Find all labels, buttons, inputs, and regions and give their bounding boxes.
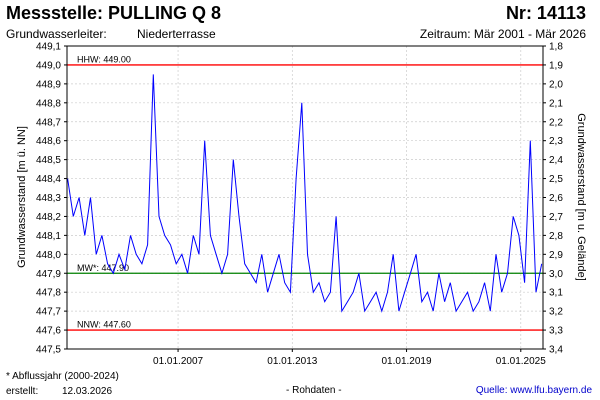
reference-label-nnw: NNW: 447.60	[77, 320, 131, 330]
y2-tick-label: 3,4	[549, 345, 563, 356]
reference-lines: HHW: 449.00 MW*: 447.90 NNW: 447.60	[67, 54, 543, 331]
footnote: * Abflussjahr (2000-2024)	[6, 371, 119, 382]
reference-label-hhw: HHW: 449.00	[77, 54, 131, 64]
page-title: Messstelle: PULLING Q 8	[6, 3, 222, 23]
y-axis-label: Grundwasserstand [m ü. NN]	[16, 126, 28, 268]
x-tick-label: 01.01.2013	[267, 356, 317, 367]
created-date: 12.03.2026	[62, 386, 113, 397]
created-label: erstellt:	[6, 386, 39, 397]
y2-tick-label: 2,2	[549, 117, 563, 128]
y2-tick-label: 2,4	[549, 155, 563, 166]
y-tick-label: 449,0	[36, 60, 61, 71]
x-tick-label: 01.01.2019	[382, 356, 432, 367]
y2-tick-label: 3,0	[549, 269, 563, 280]
y2-tick-label: 3,1	[549, 288, 563, 299]
y-tick-label: 447,5	[36, 345, 61, 356]
y-tick-label: 448,3	[36, 193, 61, 204]
y-tick-label: 449,1	[36, 42, 61, 53]
y-tick-label: 448,7	[36, 117, 61, 128]
y-tick-label: 447,7	[36, 307, 61, 318]
y-tick-label: 447,9	[36, 269, 61, 280]
y-tick-label: 448,5	[36, 155, 61, 166]
y2-tick-label: 1,8	[549, 42, 563, 53]
y2-tick-label: 2,6	[549, 193, 563, 204]
y-tick-label: 448,9	[36, 79, 61, 90]
y-axis-ticks: 447,5 447,6 447,7 447,8 447,9 448,0 448,1 448,2…	[36, 42, 67, 356]
y2-tick-label: 3,2	[549, 307, 563, 318]
y-tick-label: 448,8	[36, 98, 61, 109]
x-axis-ticks: 01.01.2007 01.01.2013 01.01.2019 01.01.2025	[153, 349, 546, 367]
y-tick-label: 447,6	[36, 326, 61, 337]
y2-tick-label: 2,5	[549, 174, 563, 185]
y-tick-label: 448,6	[36, 136, 61, 147]
y-tick-label: 448,4	[36, 174, 61, 185]
source-link[interactable]: Quelle: www.lfu.bayern.de	[475, 385, 592, 396]
x-tick-label: 01.01.2007	[153, 356, 203, 367]
y2-tick-label: 2,9	[549, 250, 563, 261]
y2-tick-label: 2,3	[549, 136, 563, 147]
x-tick-label: 01.01.2025	[496, 356, 546, 367]
y-tick-label: 448,1	[36, 231, 61, 242]
period-label: Zeitraum: Mär 2001 - Mär 2026	[419, 27, 586, 41]
reference-label-mw: MW*: 447.90	[77, 263, 129, 273]
aquifer-label: Grundwasserleiter:	[6, 27, 107, 41]
y-tick-label: 448,0	[36, 250, 61, 261]
y2-tick-label: 1,9	[549, 60, 563, 71]
y2-tick-label: 2,0	[549, 79, 563, 90]
y2-tick-label: 2,8	[549, 231, 563, 242]
station-number: Nr: 14113	[505, 3, 586, 23]
y2-axis-ticks: 3,4 3,3 3,2 3,1 3,0 2,9 2,8 2,7 2,6 2,5 2,4 2,3 2,2 2…	[543, 42, 563, 356]
series-line-groundwater	[67, 74, 543, 313]
y2-tick-label: 2,1	[549, 98, 563, 109]
y-tick-label: 448,2	[36, 212, 61, 223]
y2-tick-label: 3,3	[549, 326, 563, 337]
y2-tick-label: 2,7	[549, 212, 563, 223]
y-tick-label: 447,8	[36, 288, 61, 299]
rawdata-label: - Rohdaten -	[286, 385, 342, 396]
aquifer-value: Niederterrasse	[137, 27, 216, 41]
y2-axis-label: Grundwasserstand [m u. Gelände]	[575, 113, 587, 281]
